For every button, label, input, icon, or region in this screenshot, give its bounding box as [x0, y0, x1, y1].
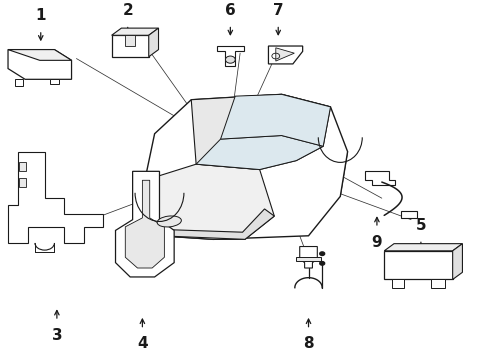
Polygon shape — [8, 50, 72, 79]
Circle shape — [320, 262, 325, 265]
Polygon shape — [8, 50, 72, 60]
Circle shape — [320, 252, 325, 256]
Polygon shape — [453, 244, 463, 279]
Text: 5: 5 — [416, 217, 426, 233]
Text: 6: 6 — [225, 3, 236, 18]
Polygon shape — [112, 35, 149, 57]
Polygon shape — [276, 48, 294, 61]
Text: 4: 4 — [137, 336, 147, 351]
Polygon shape — [149, 28, 159, 57]
Polygon shape — [15, 79, 23, 86]
Polygon shape — [8, 152, 103, 243]
Text: 3: 3 — [51, 328, 62, 343]
Ellipse shape — [157, 216, 181, 227]
Bar — [19, 162, 26, 171]
Circle shape — [225, 56, 235, 63]
Polygon shape — [196, 135, 323, 170]
Polygon shape — [269, 46, 303, 64]
Polygon shape — [384, 244, 463, 251]
Polygon shape — [125, 180, 164, 268]
Text: 2: 2 — [122, 3, 133, 18]
Polygon shape — [220, 94, 331, 146]
Polygon shape — [145, 164, 274, 239]
Polygon shape — [49, 79, 59, 84]
Text: 1: 1 — [35, 8, 46, 23]
Bar — [401, 211, 417, 218]
Polygon shape — [296, 257, 321, 261]
Polygon shape — [217, 46, 244, 66]
Polygon shape — [384, 251, 453, 279]
Polygon shape — [300, 247, 318, 268]
Polygon shape — [125, 35, 135, 46]
Polygon shape — [392, 279, 404, 288]
Text: 9: 9 — [371, 235, 382, 250]
Polygon shape — [145, 94, 347, 239]
Polygon shape — [365, 171, 395, 185]
Bar — [19, 179, 26, 188]
Polygon shape — [431, 279, 445, 288]
Polygon shape — [112, 28, 159, 35]
Text: 7: 7 — [273, 3, 284, 18]
Text: 8: 8 — [303, 336, 314, 351]
Polygon shape — [116, 171, 174, 277]
Polygon shape — [191, 94, 331, 170]
Polygon shape — [159, 209, 274, 239]
